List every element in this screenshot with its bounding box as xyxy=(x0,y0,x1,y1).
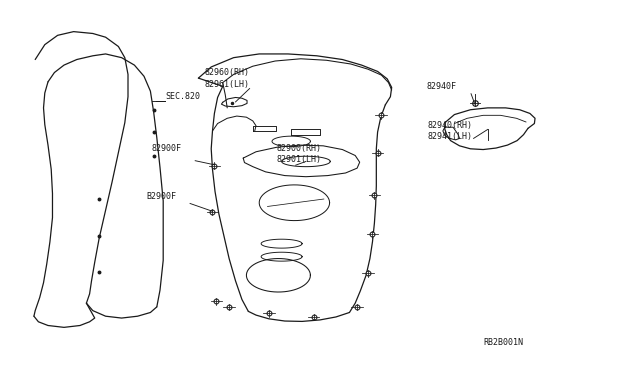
Text: 82900(RH)
82901(LH): 82900(RH) 82901(LH) xyxy=(276,144,321,164)
Text: 82960(RH)
82961(LH): 82960(RH) 82961(LH) xyxy=(205,68,250,89)
Text: 82940(RH)
82941(LH): 82940(RH) 82941(LH) xyxy=(428,121,472,141)
Text: 82940F: 82940F xyxy=(426,82,456,91)
Text: B2900F: B2900F xyxy=(146,192,176,201)
Text: 82900F: 82900F xyxy=(152,144,182,153)
Text: RB2B001N: RB2B001N xyxy=(483,338,524,347)
Text: SEC.820: SEC.820 xyxy=(165,92,200,101)
